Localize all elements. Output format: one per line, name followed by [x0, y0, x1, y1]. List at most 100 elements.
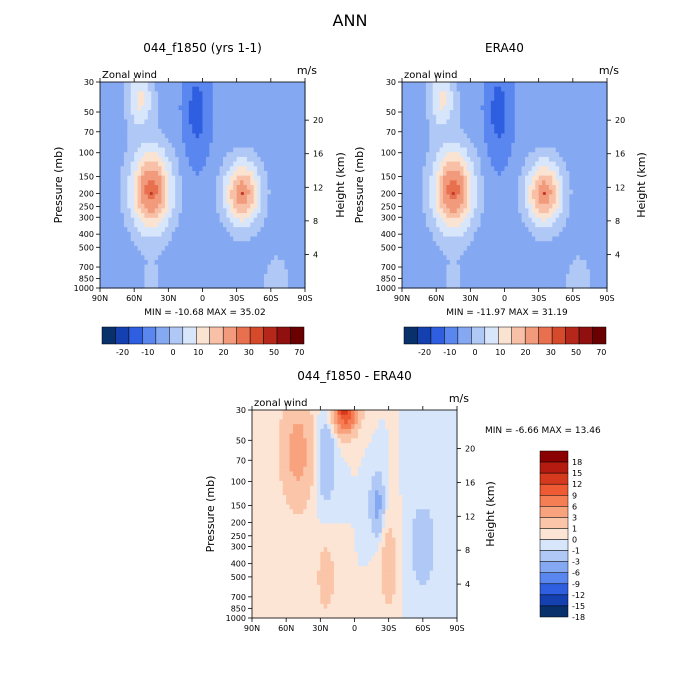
contour-cell: [535, 217, 540, 224]
contour-cell: [113, 161, 118, 167]
contour-cell: [518, 91, 523, 97]
contour-cell: [223, 250, 228, 256]
contour-cell: [195, 194, 200, 200]
contour-cell: [223, 170, 228, 177]
contour-cell: [466, 100, 471, 107]
contour-cell: [100, 217, 105, 224]
contour-cell: [243, 91, 248, 97]
contour-cell: [226, 91, 231, 97]
contour-cell: [429, 236, 434, 242]
contour-cell: [229, 91, 234, 97]
contour-cell: [507, 128, 512, 135]
contour-cell: [144, 82, 149, 88]
contour-cell: [422, 255, 427, 261]
contour-cell: [477, 119, 482, 125]
contour-cell: [120, 180, 125, 186]
contour-cell: [408, 100, 413, 107]
contour-cell: [548, 96, 553, 102]
contour-cell: [484, 82, 489, 88]
contour-cell: [127, 259, 132, 266]
contour-cell: [223, 236, 228, 242]
contour-cell: [110, 86, 115, 92]
contour-cell: [161, 86, 166, 92]
contour-cell: [408, 250, 413, 256]
contour-cell: [446, 124, 451, 130]
contour-cell: [267, 96, 272, 102]
contour-cell: [277, 213, 282, 219]
contour-cell: [240, 100, 245, 107]
contour-cell: [538, 119, 543, 125]
contour-cell: [130, 203, 135, 210]
contour-cell: [466, 86, 471, 92]
contour-cell: [453, 189, 458, 195]
contour-cell: [100, 283, 105, 289]
contour-cell: [294, 250, 299, 256]
contour-cell: [559, 96, 564, 102]
contour-cell: [408, 114, 413, 121]
contour-cell: [514, 142, 519, 149]
contour-cell: [141, 259, 146, 266]
contour-cell: [103, 241, 108, 247]
contour-cell: [284, 185, 289, 191]
contour-cell: [484, 110, 489, 116]
contour-cell: [507, 170, 512, 177]
contour-cell: [449, 250, 454, 256]
contour-cell: [123, 161, 128, 167]
contour-cell: [120, 105, 125, 111]
contour-cell: [456, 245, 461, 252]
contour-cell: [219, 250, 224, 256]
contour-cell: [456, 152, 461, 158]
contour-cell: [134, 185, 139, 191]
contour-cell: [175, 82, 180, 88]
contour-cell: [402, 222, 407, 228]
contour-cell: [531, 222, 536, 228]
contour-cell: [531, 175, 536, 181]
contour-cell: [552, 175, 557, 181]
contour-cell: [545, 189, 550, 195]
contour-cell: [123, 283, 128, 289]
contour-cell: [408, 156, 413, 163]
contour-cell: [192, 283, 197, 289]
contour-cell: [497, 119, 502, 125]
contour-cell: [284, 147, 289, 153]
contour-cell: [202, 124, 207, 130]
contour-cell: [243, 245, 248, 252]
contour-cell: [120, 208, 125, 214]
contour-cell: [264, 156, 269, 163]
contour-cell: [168, 133, 173, 139]
contour-cell: [504, 156, 509, 163]
contour-cell: [192, 180, 197, 186]
contour-cell: [291, 208, 296, 214]
contour-cell: [144, 199, 149, 205]
contour-cell: [284, 175, 289, 181]
contour-cell: [199, 142, 204, 149]
contour-cell: [284, 128, 289, 135]
contour-cell: [229, 245, 234, 252]
contour-cell: [425, 170, 430, 177]
contour-cell: [106, 273, 111, 280]
contour-cell: [405, 189, 410, 195]
contour-cell: [171, 278, 176, 284]
contour-cell: [545, 138, 550, 144]
contour-cell: [408, 231, 413, 238]
contour-cell: [284, 142, 289, 149]
contour-cell: [171, 264, 176, 270]
contour-cell: [484, 241, 489, 247]
contour-cell: [460, 128, 465, 135]
contour-cell: [106, 217, 111, 224]
contour-cell: [219, 82, 224, 88]
contour-cell: [134, 245, 139, 252]
contour-cell: [134, 156, 139, 163]
contour-cell: [212, 180, 217, 186]
contour-cell: [274, 142, 279, 149]
contour-cell: [253, 250, 258, 256]
contour-cell: [298, 114, 303, 121]
contour-cell: [562, 236, 567, 242]
contour-cell: [171, 273, 176, 280]
contour-cell: [202, 208, 207, 214]
contour-cell: [246, 185, 251, 191]
contour-cell: [134, 227, 139, 233]
contour-cell: [528, 128, 533, 135]
contour-cell: [123, 180, 128, 186]
contour-cell: [487, 199, 492, 205]
